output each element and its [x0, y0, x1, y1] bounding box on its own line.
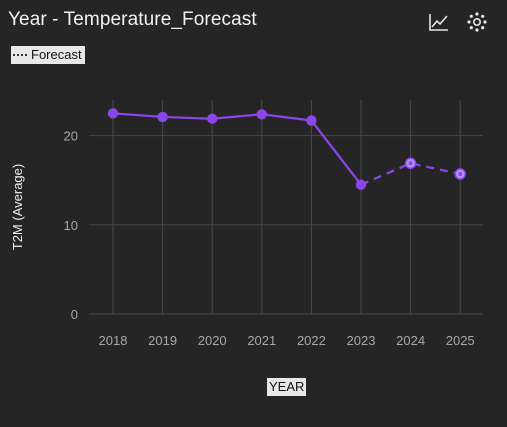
x-axis-ticks: 2018 2019 2020 2021 2022 2023 2024 2025 — [99, 333, 475, 348]
x-tick-label: 2023 — [347, 333, 376, 348]
legend-dotted-line-swatch — [13, 54, 27, 56]
data-point — [306, 115, 317, 126]
chart-legend[interactable]: Forecast — [11, 46, 85, 64]
y-axis-label: T2M (Average) — [10, 164, 25, 250]
y-tick-label: 20 — [64, 129, 78, 144]
x-tick-label: 2024 — [396, 333, 425, 348]
series-points — [107, 108, 466, 190]
data-point — [207, 113, 218, 124]
data-point — [157, 111, 168, 123]
line-chart-icon[interactable] — [428, 11, 450, 33]
x-axis-label: YEAR — [267, 378, 307, 396]
settings-icon[interactable] — [466, 11, 488, 33]
chart-grid — [89, 100, 483, 315]
forecast-data-point-center — [408, 161, 413, 166]
x-tick-label: 2019 — [148, 333, 177, 348]
data-point — [107, 108, 119, 119]
y-tick-label: 10 — [64, 218, 78, 233]
chart-title: Year - Temperature_Forecast — [8, 9, 257, 30]
actual-series-line — [112, 112, 362, 186]
y-tick-label: 0 — [71, 307, 78, 322]
data-point — [355, 179, 367, 190]
x-tick-label: 2021 — [247, 333, 276, 348]
x-tick-label: 2018 — [99, 333, 128, 348]
series-lines — [112, 112, 461, 186]
x-tick-label: 2022 — [297, 333, 326, 348]
x-tick-label: 2020 — [198, 333, 227, 348]
forecast-data-point-center — [458, 172, 463, 177]
forecast-series-line — [360, 162, 461, 186]
chart-toolbar — [428, 11, 488, 33]
x-tick-label: 2025 — [446, 333, 475, 348]
legend-label: Forecast — [31, 47, 82, 62]
y-axis-ticks: 0 10 20 — [64, 129, 78, 322]
data-point — [256, 109, 267, 120]
